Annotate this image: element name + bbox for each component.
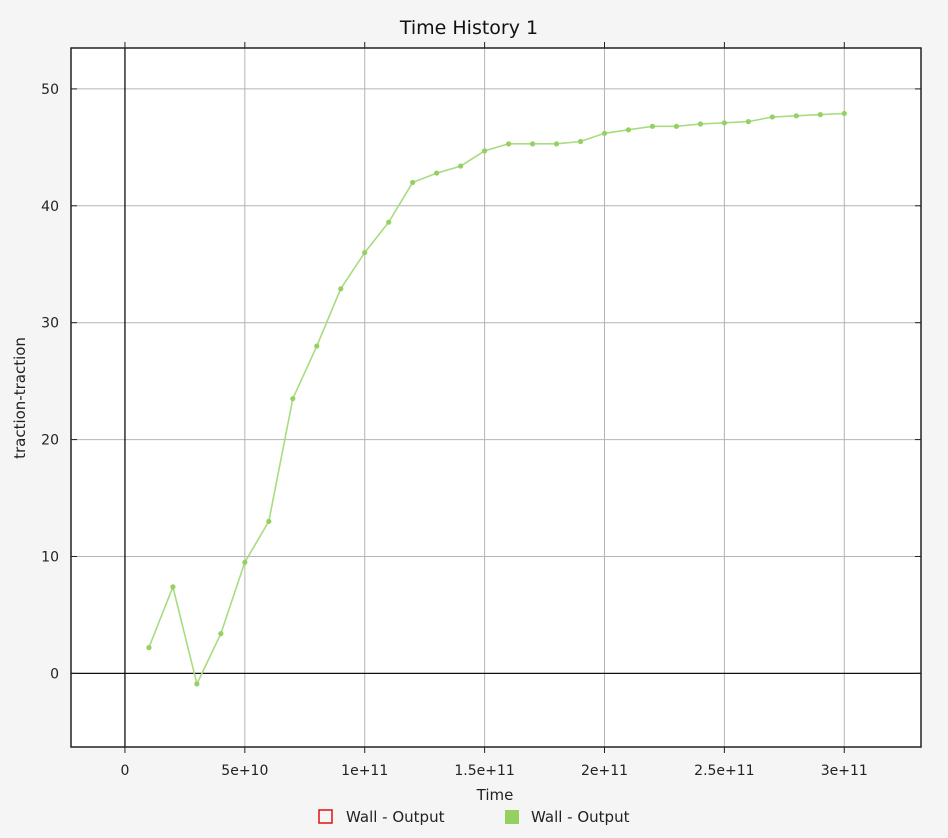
x-tick-label: 3e+11: [821, 763, 868, 779]
data-point: [434, 170, 440, 176]
data-point: [529, 141, 536, 147]
data-point: [817, 112, 823, 118]
chart-title: Time History 1: [399, 17, 538, 39]
zero-axes: [71, 48, 921, 747]
data-point: [625, 127, 632, 133]
x-axis-label: Time: [476, 786, 514, 804]
data-point: [841, 110, 847, 117]
data-point: [673, 123, 680, 129]
y-tick-label: 30: [41, 316, 59, 332]
data-point: [649, 123, 656, 129]
data-point: [793, 113, 799, 119]
y-tick-label: 0: [50, 666, 59, 682]
data-point: [194, 681, 200, 687]
data-point: [721, 120, 727, 126]
x-axis-ticks: 0 5e+10 1e+11 1.5e+11 2e+11 2.5e+11 3e+11: [120, 42, 868, 779]
data-point: [314, 343, 320, 349]
data-point: [386, 219, 392, 225]
data-point: [266, 518, 272, 525]
data-point: [601, 130, 608, 136]
y-tick-label: 40: [41, 199, 59, 215]
data-point: [218, 631, 224, 637]
plot-area: [71, 48, 921, 747]
data-point: [697, 121, 704, 127]
data-point: [410, 179, 416, 186]
data-point: [553, 141, 560, 147]
data-point: [242, 559, 248, 565]
chart-legend: Wall - Output Wall - Output: [318, 808, 630, 826]
data-point: [505, 141, 512, 147]
legend-marker-filled: [505, 810, 519, 824]
data-point: [577, 138, 584, 145]
legend-label: Wall - Output: [346, 808, 445, 826]
data-point: [338, 286, 344, 292]
data-point: [745, 119, 751, 125]
data-point: [769, 114, 775, 120]
grid-lines: [71, 48, 921, 747]
series-line: [148, 112, 845, 687]
x-tick-label: 2.5e+11: [694, 763, 754, 779]
y-axis-ticks: 0 10 20 30 40 50: [41, 82, 921, 682]
data-point: [482, 148, 488, 154]
y-tick-label: 10: [41, 549, 59, 565]
y-tick-label: 20: [41, 433, 59, 449]
x-tick-label: 0: [120, 763, 129, 779]
data-point: [170, 584, 176, 590]
plot-border: [70, 47, 922, 748]
series-layer: [146, 110, 847, 687]
x-tick-label: 5e+10: [221, 763, 268, 779]
y-tick-label: 50: [41, 82, 59, 98]
data-point: [290, 396, 296, 402]
data-point: [362, 249, 368, 256]
x-tick-label: 1.5e+11: [454, 763, 514, 779]
legend-marker-hollow: [318, 809, 333, 824]
y-axis-label: traction-traction: [11, 337, 29, 459]
legend-label: Wall - Output: [531, 808, 630, 826]
data-point: [146, 645, 152, 651]
x-tick-label: 1e+11: [341, 763, 388, 779]
data-point: [458, 163, 464, 169]
x-tick-label: 2e+11: [581, 763, 628, 779]
